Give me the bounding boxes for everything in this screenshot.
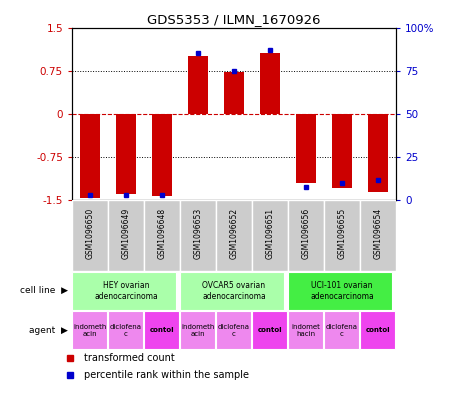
Bar [108, 200, 144, 271]
Bar [152, 114, 172, 196]
Text: indomet
hacin: indomet hacin [292, 323, 320, 337]
Text: contol: contol [150, 327, 174, 333]
Bar [144, 200, 180, 271]
Bar [360, 311, 395, 349]
Bar [180, 272, 284, 310]
Bar [216, 200, 252, 271]
Text: contol: contol [258, 327, 282, 333]
Bar [288, 272, 392, 310]
Bar [252, 200, 288, 271]
Bar [288, 311, 323, 349]
Text: GSM1096654: GSM1096654 [374, 208, 382, 259]
Bar [288, 200, 324, 271]
Bar [180, 311, 215, 349]
Bar [324, 200, 360, 271]
Bar [360, 200, 396, 271]
Text: GSM1096650: GSM1096650 [86, 208, 94, 259]
Text: diclofena
c: diclofena c [218, 323, 250, 337]
Bar [144, 311, 179, 349]
Text: GSM1096651: GSM1096651 [266, 208, 274, 259]
Bar [368, 114, 388, 192]
Bar [296, 114, 316, 183]
Text: diclofena
c: diclofena c [326, 323, 358, 337]
Bar [108, 311, 143, 349]
Text: cell line  ▶: cell line ▶ [19, 286, 68, 295]
Bar [324, 311, 359, 349]
Bar [260, 53, 280, 114]
Text: GSM1096648: GSM1096648 [158, 208, 166, 259]
Title: GDS5353 / ILMN_1670926: GDS5353 / ILMN_1670926 [147, 13, 321, 26]
Bar [252, 311, 287, 349]
Bar [216, 311, 251, 349]
Bar [188, 56, 208, 114]
Bar [224, 72, 244, 114]
Text: transformed count: transformed count [84, 353, 174, 363]
Text: GSM1096653: GSM1096653 [194, 208, 202, 259]
Text: indometh
acin: indometh acin [181, 323, 215, 337]
Bar [72, 272, 176, 310]
Bar [80, 114, 100, 198]
Text: GSM1096656: GSM1096656 [302, 208, 310, 259]
Text: diclofena
c: diclofena c [110, 323, 142, 337]
Text: indometh
acin: indometh acin [73, 323, 107, 337]
Text: GSM1096649: GSM1096649 [122, 208, 130, 259]
Bar [116, 114, 136, 193]
Bar [180, 200, 216, 271]
Bar [332, 114, 352, 188]
Text: contol: contol [366, 327, 390, 333]
Text: agent  ▶: agent ▶ [29, 326, 68, 334]
Bar [72, 311, 107, 349]
Text: OVCAR5 ovarian
adenocarcinoma: OVCAR5 ovarian adenocarcinoma [202, 281, 266, 301]
Text: HEY ovarian
adenocarcinoma: HEY ovarian adenocarcinoma [94, 281, 158, 301]
Text: GSM1096652: GSM1096652 [230, 208, 238, 259]
Text: percentile rank within the sample: percentile rank within the sample [84, 370, 248, 380]
Text: UCI-101 ovarian
adenocarcinoma: UCI-101 ovarian adenocarcinoma [310, 281, 374, 301]
Text: GSM1096655: GSM1096655 [338, 208, 346, 259]
Bar [72, 200, 108, 271]
